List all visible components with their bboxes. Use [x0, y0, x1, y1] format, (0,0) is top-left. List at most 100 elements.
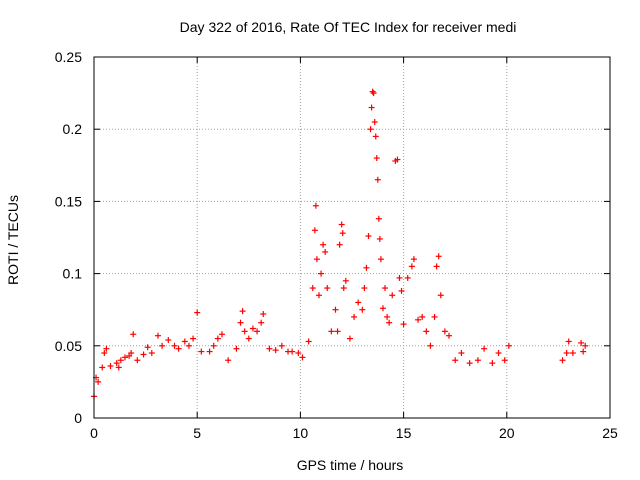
data-point [433, 263, 440, 270]
data-point [410, 256, 417, 263]
data-point [495, 350, 502, 357]
data-point [372, 133, 379, 140]
data-point [351, 313, 358, 320]
grid-layer [94, 57, 610, 418]
y-tick-label: 0.1 [63, 266, 83, 282]
data-point [198, 348, 205, 355]
data-point [474, 357, 481, 364]
data-point [338, 221, 345, 228]
data-point [239, 308, 246, 315]
data-point [315, 292, 322, 299]
data-point [254, 328, 261, 335]
y-tick-label: 0.05 [55, 338, 82, 354]
data-point [266, 345, 273, 352]
data-point [328, 328, 335, 335]
data-point [260, 311, 267, 318]
data-point [373, 155, 380, 162]
data-point [128, 350, 135, 357]
data-point [313, 256, 320, 263]
data-point [408, 263, 415, 270]
data-point [578, 339, 585, 346]
data-point [363, 264, 370, 271]
data-point [206, 348, 213, 355]
data-point [505, 342, 512, 349]
plot-frame [93, 56, 611, 419]
x-tick-label: 25 [602, 425, 618, 441]
data-point [375, 215, 382, 222]
data-point [379, 305, 386, 312]
data-point [305, 338, 312, 345]
data-point [299, 354, 306, 361]
data-point [423, 328, 430, 335]
x-axis-label: GPS time / hours [297, 457, 404, 473]
data-point [382, 285, 389, 292]
y-tick-label: 0 [74, 410, 82, 426]
y-tick-label: 0.2 [63, 121, 83, 137]
data-point [431, 313, 438, 320]
data-point [181, 338, 188, 345]
x-tick-label: 15 [396, 425, 412, 441]
data-point [370, 90, 377, 97]
data-point [565, 338, 572, 345]
data-point [389, 292, 396, 299]
data-point [210, 342, 217, 349]
data-point [452, 357, 459, 364]
data-point [489, 360, 496, 367]
data-point [154, 332, 161, 339]
data-point [569, 350, 576, 357]
data-point [312, 202, 319, 209]
data-point [346, 335, 353, 342]
y-tick-label: 0.25 [55, 49, 82, 65]
x-tick-label: 10 [293, 425, 309, 441]
data-point [245, 335, 252, 342]
data-point [394, 156, 401, 163]
data-point [241, 328, 248, 335]
data-point [361, 285, 368, 292]
data-point [384, 313, 391, 320]
data-point [113, 360, 120, 367]
data-point [144, 344, 151, 351]
data-point [194, 309, 201, 316]
data-layer [91, 88, 589, 400]
data-point [332, 306, 339, 313]
data-point [140, 351, 147, 358]
data-point [339, 230, 346, 237]
data-point [355, 299, 362, 306]
data-point [446, 332, 453, 339]
data-point [278, 342, 285, 349]
data-point [309, 285, 316, 292]
data-point [419, 313, 426, 320]
data-point [99, 364, 106, 371]
data-point [365, 233, 372, 240]
data-point [336, 241, 343, 248]
data-point [311, 227, 318, 234]
data-point [214, 335, 221, 342]
data-point [501, 357, 508, 364]
data-point [371, 118, 378, 125]
data-point [171, 342, 178, 349]
chart-title: Day 322 of 2016, Rate Of TEC Index for r… [180, 19, 517, 35]
data-point [342, 277, 349, 284]
y-axis-label: ROTI / TECUs [5, 195, 21, 285]
tick-layer: 0 5 10 15 20 25 0 0.05 0.1 0.15 0.2 0.25 [55, 49, 618, 441]
data-point [175, 345, 182, 352]
data-point [322, 248, 329, 255]
data-point [398, 287, 405, 294]
data-point [159, 342, 166, 349]
data-point [340, 285, 347, 292]
data-point [289, 348, 296, 355]
data-point [272, 347, 279, 354]
data-point [559, 357, 566, 364]
data-point [481, 345, 488, 352]
data-point [376, 235, 383, 242]
data-point [130, 331, 137, 338]
data-point [368, 104, 375, 111]
data-point [404, 274, 411, 281]
y-tick-label: 0.15 [55, 193, 82, 209]
data-point [324, 285, 331, 292]
data-point [295, 350, 302, 357]
data-point [400, 321, 407, 328]
